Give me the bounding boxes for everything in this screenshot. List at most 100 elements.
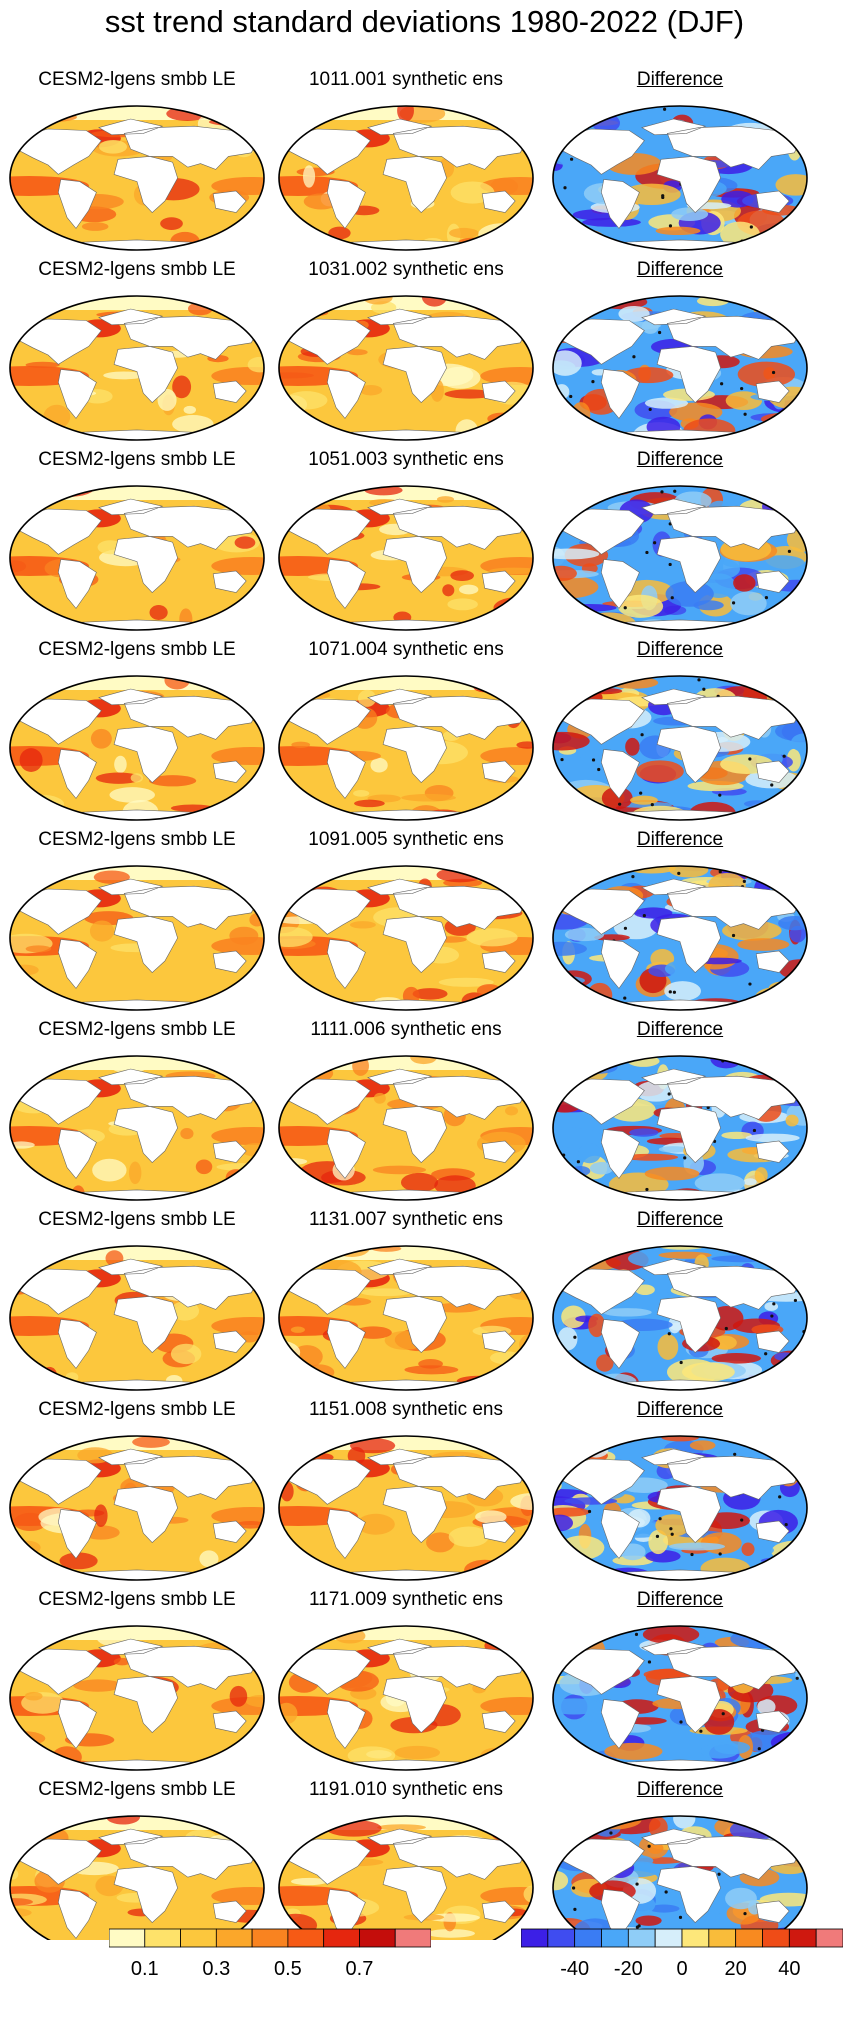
map-border <box>552 675 808 821</box>
map-panel <box>553 1436 807 1580</box>
map-border <box>552 1245 808 1391</box>
map-panel <box>279 1056 533 1200</box>
map-border <box>278 1055 534 1201</box>
map-border <box>552 105 808 251</box>
map-panel <box>553 866 807 1010</box>
map-border <box>552 1435 808 1581</box>
map-border <box>552 1055 808 1201</box>
map-panel <box>279 676 533 820</box>
colorbar-swatch <box>654 1928 683 1948</box>
panel-label: 1031.002 synthetic ens <box>308 259 504 280</box>
panel-label: Difference <box>636 1209 724 1230</box>
colorbar-swatch <box>109 1928 146 1948</box>
map-panel <box>279 296 533 440</box>
map-border <box>9 675 265 821</box>
map-panel <box>553 1056 807 1200</box>
map-panel <box>553 1626 807 1770</box>
panel-label: Difference <box>636 1019 724 1040</box>
panel-label: CESM2-lgens smbb LE <box>38 259 236 280</box>
map-panel <box>10 676 264 820</box>
panel-label: 1151.008 synthetic ens <box>308 1399 504 1420</box>
colorbar-tick-label: 0.1 <box>130 1958 159 1980</box>
colorbar-swatch <box>547 1928 576 1948</box>
panel-label: CESM2-lgens smbb LE <box>38 69 236 90</box>
colorbar-tick-label: 0 <box>676 1958 688 1980</box>
map-panel <box>553 676 807 820</box>
map-panel <box>279 1436 533 1580</box>
colorbar-swatch <box>788 1928 817 1948</box>
panel-label: 1191.010 synthetic ens <box>308 1779 504 1800</box>
panel-label: Difference <box>636 1779 724 1800</box>
colorbar-swatch <box>762 1928 790 1948</box>
panel-label: 1131.007 synthetic ens <box>308 1209 504 1230</box>
map-border <box>552 295 808 441</box>
map-panel <box>10 1436 264 1580</box>
colorbar-tick-label: 0.3 <box>202 1958 231 1980</box>
panel-label: Difference <box>636 259 724 280</box>
map-border <box>278 105 534 251</box>
map-panel <box>553 486 807 630</box>
map-border <box>9 1435 265 1581</box>
map-panel <box>10 296 264 440</box>
colorbar-swatch <box>251 1928 289 1948</box>
map-border <box>9 865 265 1011</box>
panel-label: 1171.009 synthetic ens <box>308 1589 504 1610</box>
colorbar-right <box>521 1928 843 1948</box>
panel-label: Difference <box>636 449 724 470</box>
panel-label: CESM2-lgens smbb LE <box>38 1019 236 1040</box>
colorbar-swatch <box>180 1928 217 1948</box>
map-border <box>552 1625 808 1771</box>
map-border <box>9 485 265 631</box>
map-border <box>9 1815 265 1940</box>
panel-label: 1011.001 synthetic ens <box>308 69 504 90</box>
colorbar-swatch <box>215 1928 253 1948</box>
colorbar-swatch <box>601 1928 629 1948</box>
colorbar-tick-label: 0.7 <box>345 1958 374 1980</box>
panel-label: 1091.005 synthetic ens <box>308 829 504 850</box>
panel-label: 1051.003 synthetic ens <box>308 449 504 470</box>
colorbar-swatch <box>287 1928 325 1948</box>
map-panel <box>279 866 533 1010</box>
figure-title: sst trend standard deviations 1980-2022 … <box>104 4 745 39</box>
map-panel <box>279 486 533 630</box>
map-border <box>9 105 265 251</box>
colorbar-tick-label: 20 <box>724 1958 747 1980</box>
colorbar-swatch <box>394 1928 431 1948</box>
map-border <box>552 485 808 631</box>
colorbar-swatch <box>144 1928 181 1948</box>
map-border <box>9 1055 265 1201</box>
map-border <box>552 865 808 1011</box>
colorbar-swatch <box>521 1928 549 1948</box>
colorbar-swatch <box>681 1928 710 1948</box>
map-border <box>278 485 534 631</box>
colorbar-swatch <box>735 1928 763 1948</box>
panel-label: CESM2-lgens smbb LE <box>38 449 236 470</box>
map-panel <box>10 486 264 630</box>
map-border <box>278 1815 534 1940</box>
panel-label: Difference <box>636 829 724 850</box>
map-panel <box>553 1246 807 1390</box>
colorbar-swatch <box>323 1928 360 1948</box>
map-panel <box>10 1056 264 1200</box>
panel-label: CESM2-lgens smbb LE <box>38 639 236 660</box>
colorbar-swatch <box>627 1928 656 1948</box>
map-border <box>278 295 534 441</box>
panel-label: CESM2-lgens smbb LE <box>38 1589 236 1610</box>
colorbar-tick-label: -40 <box>560 1958 590 1980</box>
panel-label: CESM2-lgens smbb LE <box>38 1399 236 1420</box>
panel-label: Difference <box>636 1589 724 1610</box>
map-panel <box>553 296 807 440</box>
map-border <box>9 295 265 441</box>
map-panel <box>10 866 264 1010</box>
map-border <box>9 1625 265 1771</box>
map-border <box>278 1435 534 1581</box>
panel-label: CESM2-lgens smbb LE <box>38 1209 236 1230</box>
colorbar-tick-label: 0.5 <box>273 1958 302 1980</box>
map-panel <box>10 1626 264 1770</box>
panel-label: CESM2-lgens smbb LE <box>38 1779 236 1800</box>
colorbar-swatch <box>574 1928 602 1948</box>
map-border <box>278 1625 534 1771</box>
panel-label: Difference <box>636 1399 724 1420</box>
panel-label: 1071.004 synthetic ens <box>308 639 504 660</box>
colorbar-left <box>109 1928 431 1948</box>
